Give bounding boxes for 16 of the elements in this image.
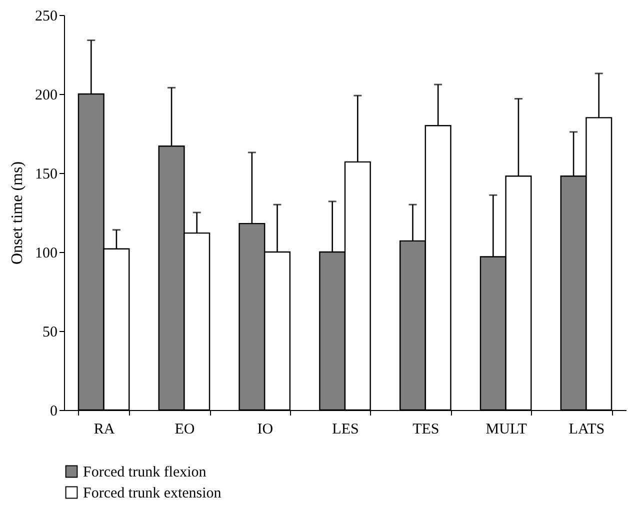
legend-label: Forced trunk extension	[83, 486, 222, 502]
legend-label: Forced trunk flexion	[83, 464, 207, 480]
x-tick-label: TES	[412, 422, 440, 438]
y-tick-label: 50	[42, 324, 58, 340]
x-tick-label: IO	[257, 422, 274, 438]
y-axis-title: Onset time (ms)	[9, 161, 26, 265]
x-tick-label: EO	[174, 422, 195, 438]
y-tick-label: 0	[50, 404, 58, 420]
x-tick-label: RA	[94, 422, 115, 438]
x-tick-label: MULT	[486, 422, 527, 438]
y-tick-label: 250	[35, 8, 58, 24]
x-tick-label: LES	[332, 422, 359, 438]
y-tick-label: 200	[35, 88, 58, 104]
y-tick-label: 100	[35, 246, 58, 262]
y-tick-label: 150	[35, 166, 58, 182]
x-tick-label: LATS	[568, 422, 605, 438]
